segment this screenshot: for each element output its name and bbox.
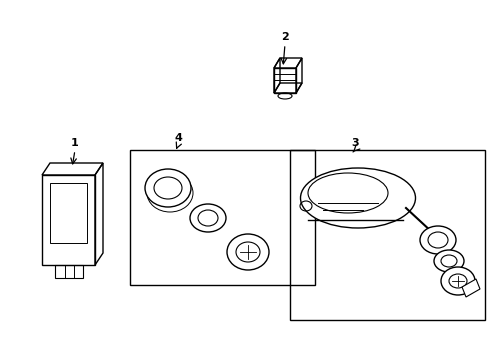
Text: 3: 3 (350, 138, 358, 148)
Bar (50, 183, 87, 243)
Ellipse shape (190, 204, 225, 232)
Bar (130, 150, 314, 285)
Ellipse shape (226, 234, 268, 270)
Ellipse shape (236, 242, 260, 262)
Ellipse shape (433, 250, 463, 272)
Ellipse shape (154, 177, 182, 199)
Ellipse shape (440, 267, 474, 295)
Ellipse shape (427, 232, 447, 248)
Text: 4: 4 (174, 133, 182, 143)
Ellipse shape (300, 168, 415, 228)
Polygon shape (461, 279, 479, 297)
Ellipse shape (448, 274, 466, 288)
Bar (289, 150, 484, 320)
Text: 1: 1 (71, 138, 79, 148)
Ellipse shape (198, 210, 218, 226)
Text: 2: 2 (281, 32, 288, 42)
Ellipse shape (145, 169, 191, 207)
Ellipse shape (440, 255, 456, 267)
Ellipse shape (419, 226, 455, 254)
